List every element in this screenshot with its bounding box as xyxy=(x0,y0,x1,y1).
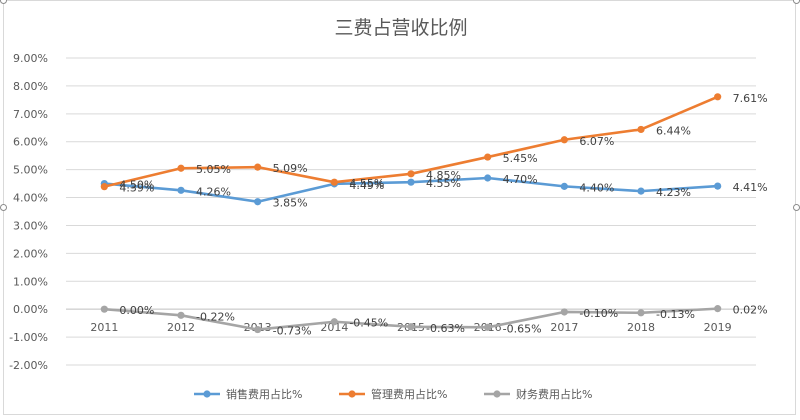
data-label: 0.00% xyxy=(119,304,154,317)
data-point xyxy=(407,178,415,186)
x-tick-label: 2011 xyxy=(90,321,118,334)
data-point xyxy=(254,325,262,334)
data-label: 5.09% xyxy=(273,162,308,175)
y-tick-label: 2.00% xyxy=(13,247,48,260)
data-point xyxy=(637,187,645,195)
data-point xyxy=(100,183,108,191)
y-tick-label: 6.00% xyxy=(13,136,48,149)
data-label: 4.41% xyxy=(733,181,768,194)
data-label: 4.40% xyxy=(579,181,614,194)
data-label: -0.13% xyxy=(656,308,695,321)
data-label: 7.61% xyxy=(733,92,768,105)
data-label: 6.07% xyxy=(579,135,614,148)
data-point xyxy=(484,174,492,182)
data-point xyxy=(637,309,645,317)
data-label: 4.39% xyxy=(119,182,154,195)
x-axis-tick-labels: 201120122013201420152016201720182019 xyxy=(90,321,731,334)
data-labels: 4.50%4.26%3.85%4.49% 4.55% 4.70%4.40% 4.23%… xyxy=(119,92,767,338)
y-tick-label: -2.00% xyxy=(9,359,48,372)
data-point xyxy=(254,163,262,171)
data-point xyxy=(714,93,722,101)
data-point xyxy=(177,164,185,172)
resize-handle-top-right[interactable] xyxy=(793,0,800,4)
data-point xyxy=(560,182,568,190)
chart-title: 三费占营收比例 xyxy=(334,17,467,39)
chart-frame: 三费占营收比例 9.00% 8.00% 7.00% 6.00% 5.00% 4.00% 3.… xyxy=(3,0,796,415)
legend-label: 财务费用占比% xyxy=(516,387,592,401)
legend: 销售费用占比% 管理费用占比% 财务费用占比% xyxy=(194,387,592,401)
data-point xyxy=(560,308,568,316)
data-label: -0.10% xyxy=(579,307,618,320)
gridlines xyxy=(66,57,756,366)
data-label: -0.73% xyxy=(273,325,312,338)
data-point xyxy=(714,305,722,313)
resize-handle-middle-left[interactable] xyxy=(0,204,7,211)
data-label: -0.63% xyxy=(426,322,465,335)
data-point xyxy=(407,323,415,331)
series-group xyxy=(100,93,722,334)
data-point xyxy=(177,186,185,194)
data-label: 4.70% xyxy=(503,173,538,186)
data-point xyxy=(330,178,338,186)
data-label: -0.45% xyxy=(349,317,388,330)
x-tick-label: 2019 xyxy=(704,321,732,334)
y-tick-label: 1.00% xyxy=(13,275,48,288)
x-tick-label: 2012 xyxy=(167,321,195,334)
y-tick-label: 0.00% xyxy=(13,303,48,316)
y-tick-label: -1.00% xyxy=(9,331,48,344)
data-label: 4.55% xyxy=(349,177,384,190)
y-tick-label: 8.00% xyxy=(13,80,48,93)
data-label: 4.26% xyxy=(196,185,231,198)
resize-handle-middle-right[interactable] xyxy=(793,204,800,211)
data-label: 0.02% xyxy=(733,304,768,317)
y-tick-label: 9.00% xyxy=(13,52,48,65)
data-label: 4.50% xyxy=(119,179,154,192)
legend-label: 管理费用占比% xyxy=(371,387,447,401)
resize-handle-top-left[interactable] xyxy=(0,0,7,4)
legend-marker xyxy=(203,390,211,398)
y-tick-label: 3.00% xyxy=(13,219,48,232)
y-tick-label: 7.00% xyxy=(13,108,48,121)
x-tick-label: 2017 xyxy=(550,321,578,334)
data-label: 4.85% xyxy=(426,169,461,182)
x-tick-label: 2014 xyxy=(320,321,348,334)
y-tick-label: 4.00% xyxy=(13,192,48,205)
data-point xyxy=(484,323,492,331)
y-axis-tick-labels: 9.00% 8.00% 7.00% 6.00% 5.00% 4.00% 3.00% 2.00%… xyxy=(9,52,48,372)
data-label: 6.44% xyxy=(656,124,691,137)
legend-label: 销售费用占比% xyxy=(226,387,302,401)
data-label: 4.49% xyxy=(349,179,384,192)
data-point xyxy=(637,125,645,134)
line-chart: 三费占营收比例 9.00% 8.00% 7.00% 6.00% 5.00% 4.00% 3.… xyxy=(9,17,768,401)
x-tick-label: 2018 xyxy=(627,321,655,334)
y-tick-label: 5.00% xyxy=(13,164,48,177)
data-point xyxy=(407,170,415,178)
data-label: -0.65% xyxy=(503,322,542,335)
data-point xyxy=(254,198,262,206)
data-point xyxy=(100,305,108,313)
legend-marker xyxy=(348,390,356,398)
data-label: 3.85% xyxy=(273,197,308,210)
data-point xyxy=(484,153,492,161)
data-point xyxy=(177,311,185,319)
data-point xyxy=(714,182,722,190)
legend-marker xyxy=(493,390,501,398)
data-label: -0.22% xyxy=(196,310,235,323)
data-point xyxy=(560,136,568,144)
data-point xyxy=(330,318,338,326)
data-label: 5.45% xyxy=(503,152,538,165)
data-label: 4.23% xyxy=(656,186,691,199)
data-label: 5.05% xyxy=(196,163,231,176)
data-label: 4.55% xyxy=(426,177,461,190)
